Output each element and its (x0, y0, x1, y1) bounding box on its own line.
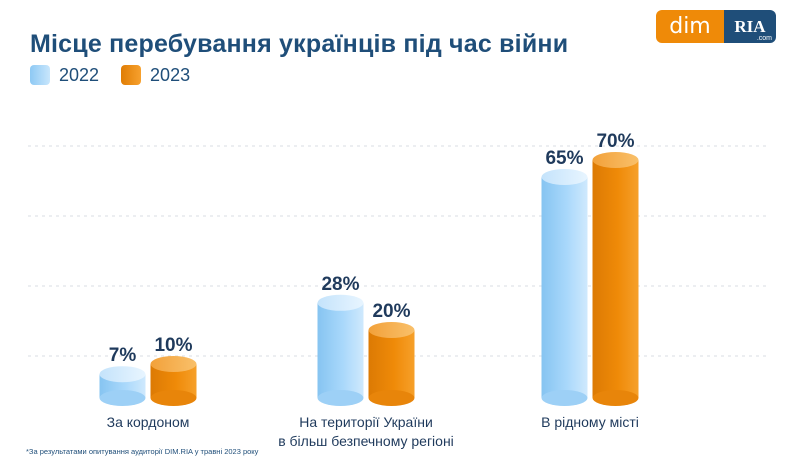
bar-body (317, 302, 364, 398)
bar-base (150, 390, 197, 406)
bar-body (368, 330, 415, 398)
category-label-1-1: в більш безпечному регіоні (278, 433, 454, 449)
legend-swatch-2022 (30, 65, 50, 85)
legend-label-2022: 2022 (59, 64, 100, 85)
legend-item-2023: 2023 (121, 65, 190, 86)
bar-2022-1 (317, 294, 364, 406)
bar-body (541, 177, 588, 398)
bar-top (99, 366, 146, 383)
bar-base (99, 390, 146, 406)
category-label-1-0: На території України (299, 414, 433, 430)
value-label-2022-0: 7% (109, 345, 137, 366)
bar-body (592, 160, 639, 398)
logo-ria-text: RIA (734, 16, 766, 36)
legend-swatch-2023 (121, 65, 142, 85)
chart-title: Місце перебування українців під час війн… (30, 30, 569, 58)
value-label-2022-2: 65% (545, 148, 583, 169)
value-label-2023-0: 10% (154, 335, 192, 356)
bar-2022-2 (541, 169, 588, 406)
bar-2023-2 (592, 152, 639, 406)
bar-2023-0 (150, 356, 197, 406)
bar-base (317, 390, 364, 406)
logo-dotcom-text: .com (756, 35, 772, 42)
legend: 2022 2023 (30, 63, 212, 87)
logo-dim-text: dim (656, 10, 724, 43)
legend-item-2022: 2022 (30, 65, 99, 86)
bar-base (368, 390, 415, 406)
bar-2022-0 (99, 366, 146, 406)
category-label-0-0: За кордоном (107, 414, 190, 430)
value-label-2023-2: 70% (596, 131, 634, 152)
bar-2023-1 (368, 322, 415, 406)
bar-base (541, 390, 588, 406)
dim-ria-logo: dim RIA .com (656, 10, 776, 43)
value-label-2022-1: 28% (321, 274, 359, 295)
legend-label-2023: 2023 (150, 64, 191, 85)
logo-ria-block: RIA .com (724, 10, 776, 43)
bar-base (592, 390, 639, 406)
bar-top (317, 294, 364, 311)
footnote: *За результатами опитування аудиторії DI… (26, 447, 259, 456)
category-label-2-0: В рідному місті (541, 414, 639, 430)
bar-top (592, 152, 639, 168)
value-label-2023-1: 20% (372, 301, 410, 322)
bar-top (541, 169, 588, 185)
bar-top (150, 356, 197, 372)
bar-top (368, 322, 415, 338)
